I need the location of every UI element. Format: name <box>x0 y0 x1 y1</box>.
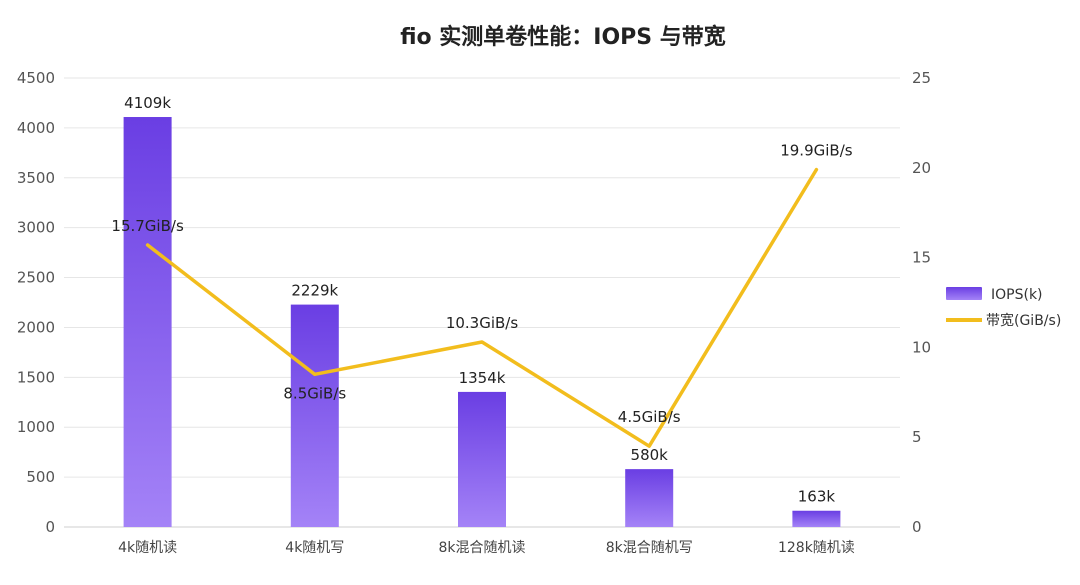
bandwidth-line-path <box>145 167 819 448</box>
legend-label-bandwidth: 带宽(GiB/s) <box>986 312 1061 329</box>
legend-swatch-iops <box>946 287 982 300</box>
chart-title: fio 实测单卷性能：IOPS 与带宽 <box>400 24 726 50</box>
legend: IOPS(k) 带宽(GiB/s) <box>946 287 1061 329</box>
x-tick-label: 4k随机写 <box>285 540 344 556</box>
right-tick-label: 10 <box>912 338 931 356</box>
line-data-label: 8.5GiB/s <box>283 384 346 402</box>
bar-data-label: 580k <box>631 446 669 464</box>
right-tick-label: 25 <box>912 69 931 87</box>
bar-data-label: 2229k <box>291 282 338 300</box>
x-tick-label: 8k混合随机读 <box>438 539 525 556</box>
left-tick-label: 4500 <box>17 69 55 87</box>
left-axis: 0 500 1000 1500 2000 2500 3000 3500 4000 4500 <box>17 69 55 536</box>
data-labels: 4109k 2229k 1354k 580k 163k 15.7GiB/s 8.5GiB/s… <box>111 94 852 506</box>
bar-data-label: 1354k <box>459 369 506 387</box>
legend-swatch-bandwidth <box>946 318 982 322</box>
bar-data-label: 163k <box>798 488 836 506</box>
bandwidth-line <box>145 167 819 448</box>
bar-iops <box>123 117 172 527</box>
line-data-label: 10.3GiB/s <box>446 314 519 332</box>
bar-data-label: 4109k <box>124 94 171 112</box>
line-data-label: 15.7GiB/s <box>111 217 184 235</box>
right-tick-label: 5 <box>912 428 922 446</box>
bar-iops <box>792 510 841 527</box>
x-tick-label: 128k随机读 <box>778 539 855 556</box>
left-tick-label: 2500 <box>17 269 55 287</box>
bar-iops <box>625 469 674 527</box>
right-tick-label: 0 <box>912 518 922 536</box>
left-tick-label: 4000 <box>17 119 55 137</box>
legend-label-iops: IOPS(k) <box>991 287 1043 303</box>
bar-iops <box>290 304 339 527</box>
right-tick-label: 15 <box>912 249 931 267</box>
line-data-label: 4.5GiB/s <box>618 408 681 426</box>
left-tick-label: 0 <box>45 518 55 536</box>
right-tick-label: 20 <box>912 159 931 177</box>
bar-iops <box>458 391 506 527</box>
left-tick-label: 3000 <box>17 219 55 237</box>
grid <box>64 77 900 528</box>
iops-bars <box>123 117 841 527</box>
right-axis: 0 5 10 15 20 25 <box>912 69 931 536</box>
line-data-label: 19.9GiB/s <box>780 142 853 160</box>
x-tick-label: 4k随机读 <box>118 539 177 556</box>
left-tick-label: 3500 <box>17 169 55 187</box>
x-tick-label: 8k混合随机写 <box>606 540 693 556</box>
left-tick-label: 1500 <box>17 368 55 386</box>
left-tick-label: 2000 <box>17 318 55 336</box>
left-tick-label: 500 <box>26 468 55 486</box>
left-tick-label: 1000 <box>17 418 55 436</box>
x-axis: 4k随机读 4k随机写 8k混合随机读 8k混合随机写 128k随机读 <box>118 539 855 556</box>
